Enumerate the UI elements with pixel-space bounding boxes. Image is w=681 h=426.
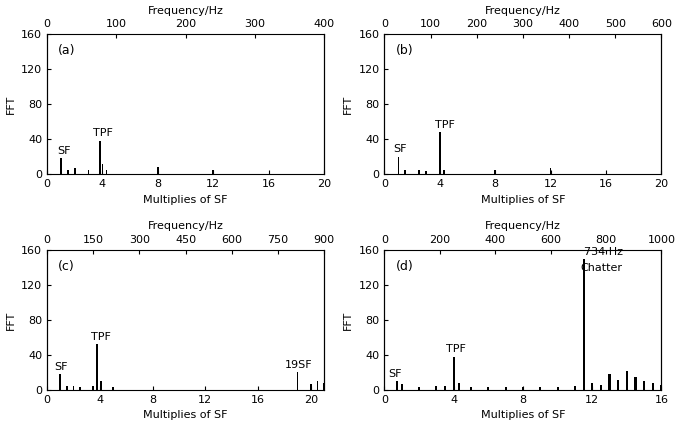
X-axis label: Multiplies of SF: Multiplies of SF [481, 195, 565, 204]
Bar [418, 386, 420, 390]
Bar [93, 386, 94, 390]
Text: SF: SF [388, 368, 402, 379]
Bar [60, 158, 62, 174]
Bar [661, 385, 663, 390]
Text: SF: SF [57, 146, 70, 156]
X-axis label: Frequency/Hz: Frequency/Hz [148, 6, 223, 16]
Y-axis label: FFT: FFT [343, 95, 353, 114]
Bar [74, 168, 76, 174]
Bar [591, 383, 593, 390]
Bar [79, 386, 81, 390]
Bar [635, 377, 637, 390]
Text: 19SF: 19SF [285, 360, 312, 370]
Bar [310, 384, 312, 390]
Bar [212, 170, 214, 174]
X-axis label: Multiplies of SF: Multiplies of SF [143, 410, 228, 420]
Text: TPF: TPF [93, 128, 112, 138]
Bar [439, 132, 441, 174]
Bar [297, 372, 298, 390]
Bar [652, 383, 654, 390]
X-axis label: Multiplies of SF: Multiplies of SF [481, 410, 565, 420]
Bar [435, 386, 437, 390]
Bar [59, 374, 61, 390]
Y-axis label: FFT: FFT [343, 310, 353, 330]
Bar [505, 386, 507, 390]
Bar [609, 374, 611, 390]
Text: (a): (a) [58, 44, 76, 57]
Text: SF: SF [54, 362, 68, 371]
Bar [100, 381, 102, 390]
Bar [470, 386, 472, 390]
Bar [396, 381, 398, 390]
Bar [574, 386, 576, 390]
Bar [106, 170, 108, 174]
X-axis label: Frequency/Hz: Frequency/Hz [485, 222, 561, 231]
Bar [405, 170, 406, 174]
Bar [99, 141, 101, 174]
Bar [522, 386, 524, 390]
Bar [67, 170, 69, 174]
Text: (b): (b) [396, 44, 413, 57]
Bar [157, 167, 159, 174]
Bar [617, 380, 619, 390]
Bar [550, 168, 552, 174]
Text: (c): (c) [58, 259, 75, 273]
Bar [323, 383, 325, 390]
Bar [626, 371, 628, 390]
Bar [556, 386, 558, 390]
Bar [88, 170, 89, 174]
Bar [398, 157, 399, 174]
X-axis label: Frequency/Hz: Frequency/Hz [148, 222, 223, 231]
Bar [600, 385, 602, 390]
Text: Chatter: Chatter [580, 263, 622, 273]
Text: 734 Hz: 734 Hz [584, 247, 623, 257]
Bar [400, 384, 403, 390]
Bar [643, 381, 645, 390]
Bar [488, 386, 490, 390]
Bar [443, 170, 445, 174]
Bar [444, 386, 446, 390]
X-axis label: Frequency/Hz: Frequency/Hz [485, 6, 561, 16]
Y-axis label: FFT: FFT [5, 95, 16, 114]
Bar [101, 164, 104, 174]
Text: SF: SF [393, 144, 407, 154]
Text: TPF: TPF [446, 344, 466, 354]
Bar [97, 345, 98, 390]
Text: (d): (d) [396, 259, 413, 273]
Bar [494, 170, 496, 174]
Bar [453, 357, 455, 390]
Bar [425, 171, 427, 174]
Text: TPF: TPF [435, 120, 455, 130]
Bar [418, 170, 420, 174]
Bar [458, 383, 460, 390]
Text: TPF: TPF [91, 332, 110, 342]
Y-axis label: FFT: FFT [5, 310, 16, 330]
Bar [112, 386, 114, 390]
Bar [317, 381, 318, 390]
Bar [582, 259, 584, 390]
Bar [66, 386, 67, 390]
Bar [539, 386, 541, 390]
X-axis label: Multiplies of SF: Multiplies of SF [143, 195, 228, 204]
Bar [73, 386, 74, 390]
